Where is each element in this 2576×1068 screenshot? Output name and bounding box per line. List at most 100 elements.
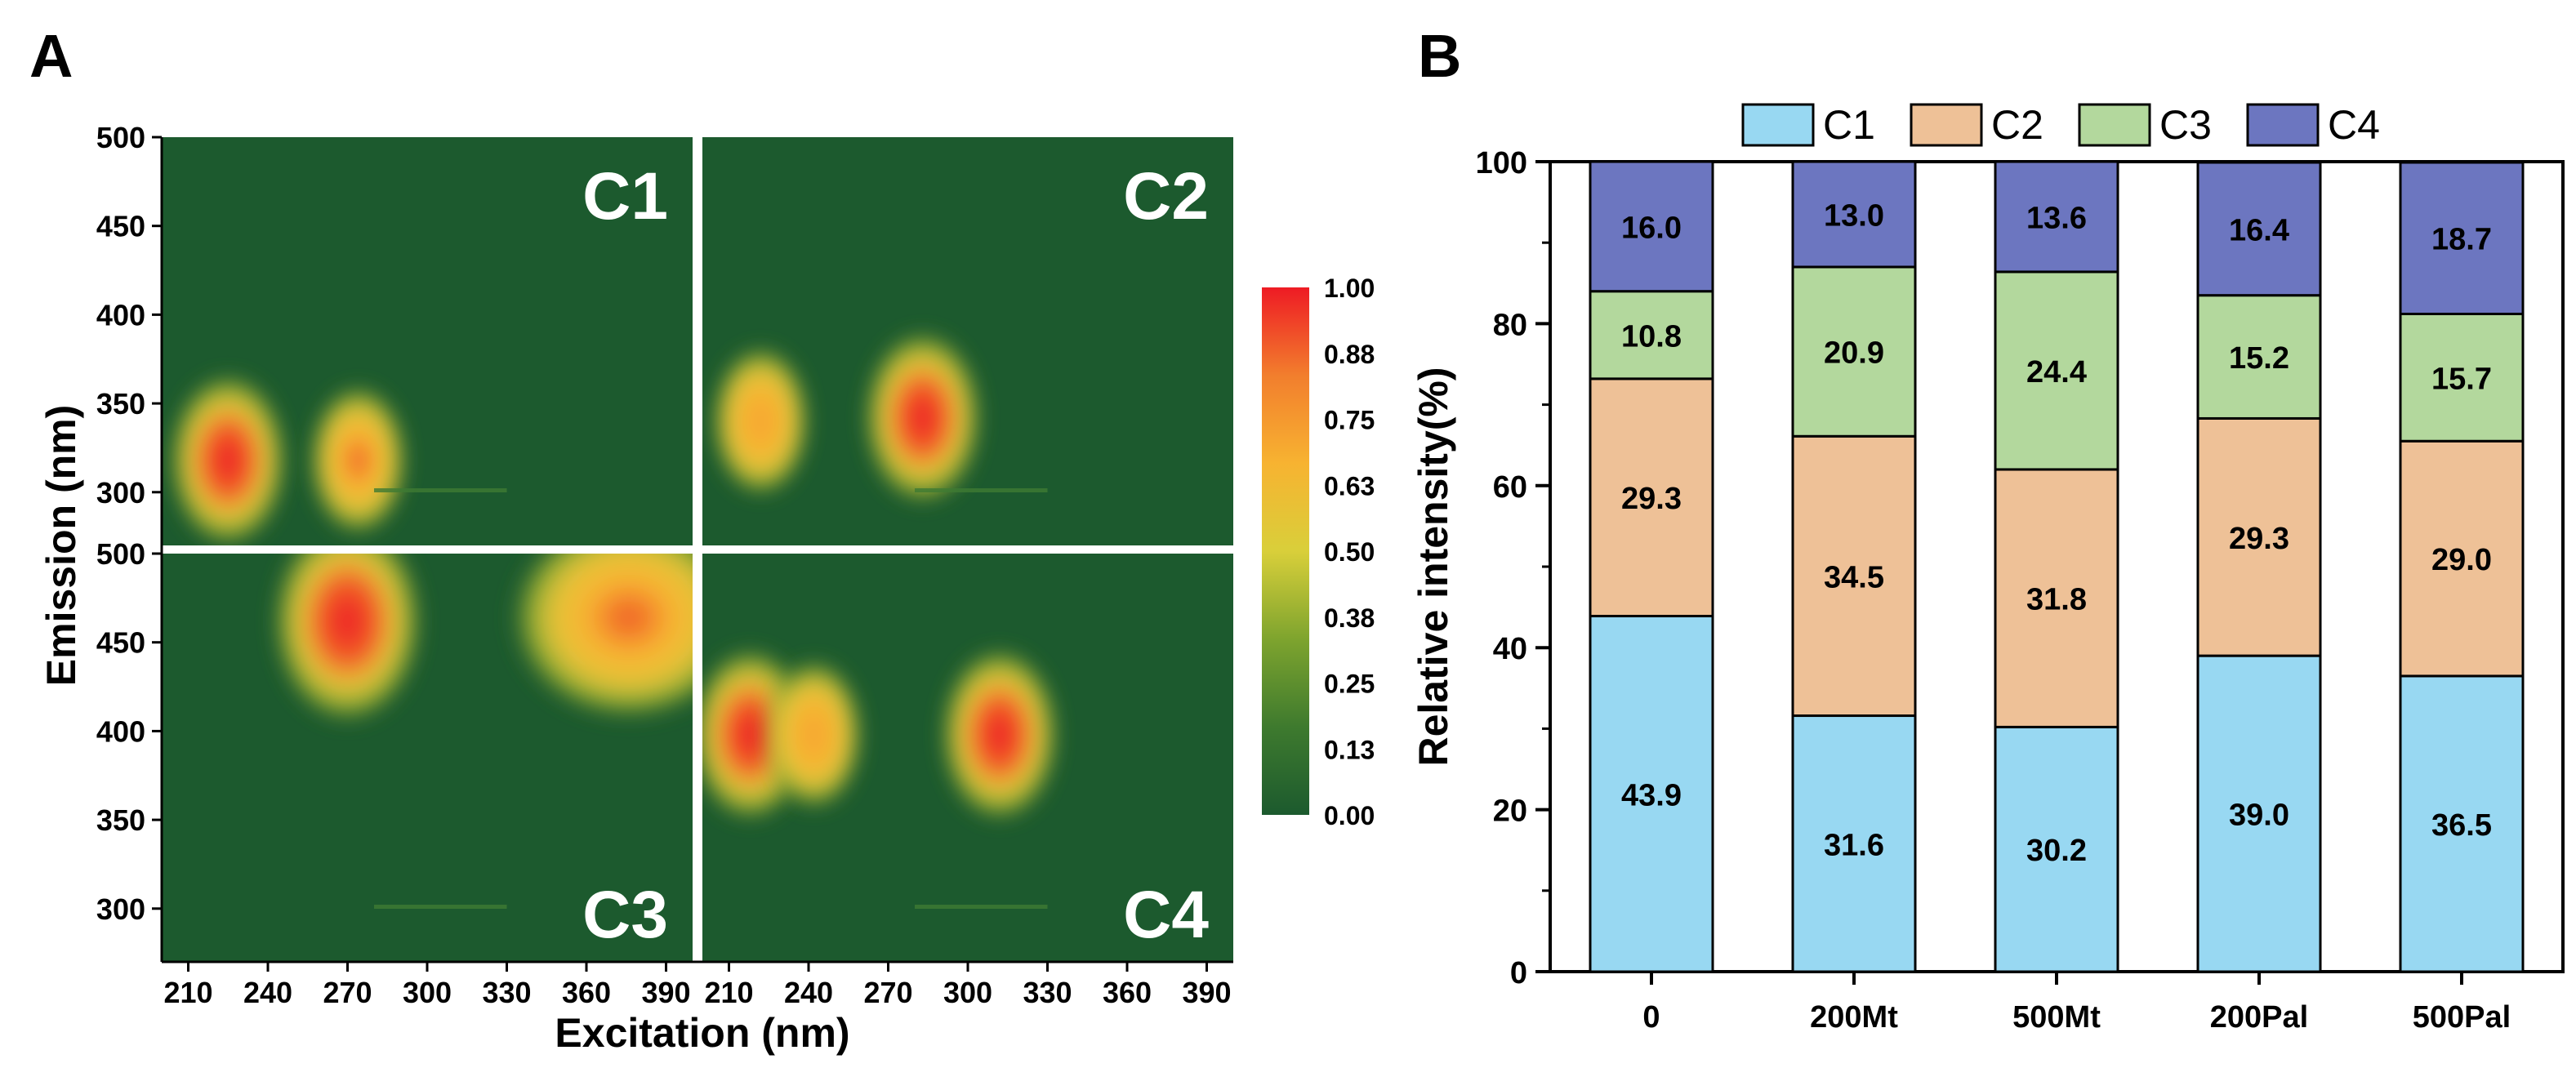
y-tick-label: 350: [96, 803, 145, 837]
bar-segment-c2: [1589, 377, 1714, 618]
eem-peak: [506, 554, 693, 724]
data-label: 16.4: [2229, 213, 2289, 247]
eem-map-c4: C4: [702, 554, 1233, 962]
map-separator: [162, 545, 1233, 554]
eem-artifact: [915, 488, 1048, 492]
y-tick-label: 0: [1510, 956, 1527, 990]
eem-peaks: [702, 644, 1061, 909]
x-tick-label: 330: [482, 976, 531, 1009]
eem-peak: [763, 656, 865, 812]
bar-segment-c4: [2399, 161, 2525, 315]
legend-swatch: [2246, 103, 2320, 147]
legend-swatch: [1741, 103, 1815, 147]
eem-peak: [938, 644, 1061, 825]
bar-segment-c2: [2399, 439, 2525, 678]
eem-map-c1: C1: [162, 137, 693, 545]
data-label: 13.0: [1824, 198, 1884, 233]
legend-label: C1: [1823, 102, 1875, 148]
component-label: C2: [1123, 159, 1209, 234]
panel-label-a: A: [29, 22, 73, 90]
y-tick-label: 300: [96, 476, 145, 510]
data-label: 36.5: [2431, 808, 2492, 843]
y-axis-title: Emission (nm): [38, 405, 84, 686]
data-label: 15.7: [2431, 362, 2492, 396]
x-tick-label: 300: [403, 976, 452, 1009]
x-axis-title: Excitation (nm): [555, 1010, 849, 1056]
y-tick-label: 450: [96, 210, 145, 243]
y-tick-label: 300: [96, 892, 145, 926]
colorbar-tick-label: 0.25: [1324, 670, 1375, 699]
eem-heatmap-panel: C1 C2 C3 C4 300 350 400 450 500 300 350 400 450 500 21…: [38, 121, 1375, 1056]
bar-segment-c3: [1791, 265, 1917, 438]
y-tick-label: 400: [96, 714, 145, 748]
bar-segment-c4: [2196, 161, 2322, 297]
y-tick-label: 60: [1493, 470, 1527, 505]
eem-peaks: [167, 370, 507, 545]
eem-peak: [307, 382, 409, 538]
colorbar-tick-label: 0.63: [1324, 471, 1375, 501]
eem-artifact: [374, 488, 507, 492]
bar-segment-c4: [1791, 160, 1917, 269]
x-tick-label: 390: [1182, 976, 1231, 1009]
data-label: 29.3: [2229, 522, 2289, 556]
eem-map-c2: C2: [702, 137, 1233, 545]
eem-artifact: [374, 905, 507, 909]
data-label: 10.8: [1621, 319, 1682, 354]
colorbar-tick-label: 0.00: [1324, 801, 1375, 830]
x-tick-label: 330: [1023, 976, 1072, 1009]
data-label: 29.0: [2431, 543, 2492, 577]
eem-peak: [710, 343, 812, 499]
x-tick-label: 360: [1103, 976, 1152, 1009]
y-tick-label: 20: [1493, 794, 1527, 829]
bar-segment-c3: [1589, 290, 1714, 380]
eem-artifact: [915, 905, 1048, 909]
bar-segment-c3: [2196, 294, 2322, 420]
data-label: 39.0: [2229, 799, 2289, 833]
data-label: 31.8: [2026, 583, 2087, 617]
bar-segment-c1: [2196, 654, 2322, 973]
y-tick-label: 400: [96, 298, 145, 332]
y-tick-label: 500: [96, 537, 145, 571]
y-tick-label: 80: [1493, 308, 1527, 342]
data-label: 15.2: [2229, 341, 2289, 376]
bar-segment-c3: [1994, 270, 2119, 471]
eem-peak: [167, 370, 290, 545]
y-axis-title: Relative intensity(%): [1411, 367, 1456, 766]
legend-swatch: [1910, 103, 1983, 147]
colorbar-tick-label: 0.75: [1324, 406, 1375, 435]
y-tick-label: 500: [96, 121, 145, 154]
colorbar-tick-label: 1.00: [1324, 274, 1375, 303]
x-tick-label: 500Pal: [2413, 1000, 2511, 1035]
component-label: C4: [1123, 878, 1209, 952]
x-tick-label: 270: [863, 976, 912, 1009]
x-tick-label: 360: [562, 976, 611, 1009]
eem-peaks: [270, 554, 693, 909]
legend-label: C4: [2328, 102, 2380, 148]
colorbar: [1262, 287, 1309, 815]
data-label: 43.9: [1621, 778, 1682, 812]
x-tick-label: 500Mt: [2012, 1000, 2101, 1035]
data-label: 24.4: [2026, 355, 2087, 389]
legend-label: C2: [1991, 102, 2043, 148]
stacked-bar-panel: 0 20 40 60 80 100 Relative intensity(%) 43.9 29.…: [1411, 102, 2565, 1035]
x-tick-label: 240: [243, 976, 292, 1009]
x-tick-label: 200Pal: [2210, 1000, 2308, 1035]
y-tick-label: 450: [96, 626, 145, 660]
panel-label-b: B: [1418, 22, 1461, 90]
legend-swatch: [2078, 103, 2151, 147]
bar-segment-c4: [1589, 160, 1714, 293]
x-tick-label: 240: [784, 976, 833, 1009]
eem-map-c3: C3: [162, 554, 693, 962]
data-label: 20.9: [1824, 336, 1884, 371]
x-tick-label: 300: [943, 976, 992, 1009]
data-label: 30.2: [2026, 834, 2087, 868]
data-label: 29.3: [1621, 482, 1682, 516]
bar-segment-c3: [2399, 312, 2525, 443]
x-tick-label: 270: [323, 976, 372, 1009]
colorbar-tick-label: 0.88: [1324, 340, 1375, 369]
eem-peak: [861, 327, 984, 508]
eem-peaks: [710, 327, 1048, 508]
component-label: C1: [582, 159, 668, 234]
x-tick-label: 200Mt: [1810, 1000, 1898, 1035]
